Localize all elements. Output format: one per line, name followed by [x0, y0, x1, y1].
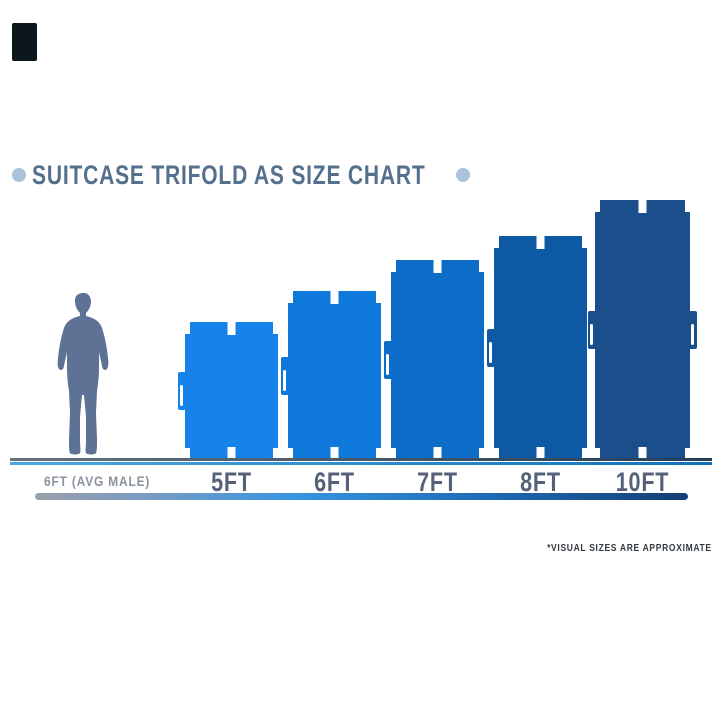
suitcase-bar-10ft [588, 200, 697, 460]
title-bullet-right-icon [456, 168, 470, 182]
suitcase-bar-8ft [487, 236, 587, 460]
suitcase-bar-5ft [178, 322, 278, 460]
handle-slot [180, 385, 183, 406]
size-label-5ft: 5FT [211, 467, 252, 497]
suitcase-handle-left-icon [281, 356, 289, 395]
size-label-10ft: 10FT [615, 467, 670, 497]
handle-slot [590, 324, 593, 345]
handle-slot [489, 342, 492, 363]
size-label-6ft: 6FT [314, 467, 355, 497]
reference-label: 6FT (AVG MALE) [44, 473, 151, 489]
suitcase-shape [185, 322, 278, 460]
suitcase-bar-6ft [281, 291, 381, 460]
ground-line [10, 458, 712, 466]
suitcase-handle-left-icon [384, 341, 392, 379]
size-label-7ft: 7FT [417, 467, 458, 497]
human-silhouette [57, 292, 109, 455]
brand-logo-mark [12, 23, 37, 61]
human-silhouette-path [57, 292, 109, 455]
suitcase-bar-7ft [384, 260, 484, 460]
suitcase-shape [494, 236, 587, 460]
handle-slot [386, 354, 389, 375]
title-bullet-left-icon [12, 168, 26, 182]
suitcase-shape [391, 260, 484, 460]
page-title: SUITCASE TRIFOLD AS SIZE CHART [32, 160, 426, 190]
ground-line-blue [10, 462, 712, 465]
suitcase-shape [595, 200, 690, 460]
size-label-8ft: 8FT [520, 467, 561, 497]
suitcase-handle-left-icon [178, 372, 186, 410]
suitcase-handle-left-icon [588, 311, 596, 349]
handle-slot [283, 369, 286, 391]
gradient-scale-bar [35, 493, 688, 500]
suitcase-shape [288, 291, 381, 460]
suitcase-handle-left-icon [487, 329, 495, 367]
ground-line-gap [10, 461, 712, 462]
suitcase-handle-right-icon [689, 311, 697, 349]
footnote: *VISUAL SIZES ARE APPROXIMATE [547, 543, 712, 554]
ground-line-dark [10, 458, 712, 461]
handle-slot [691, 324, 694, 345]
